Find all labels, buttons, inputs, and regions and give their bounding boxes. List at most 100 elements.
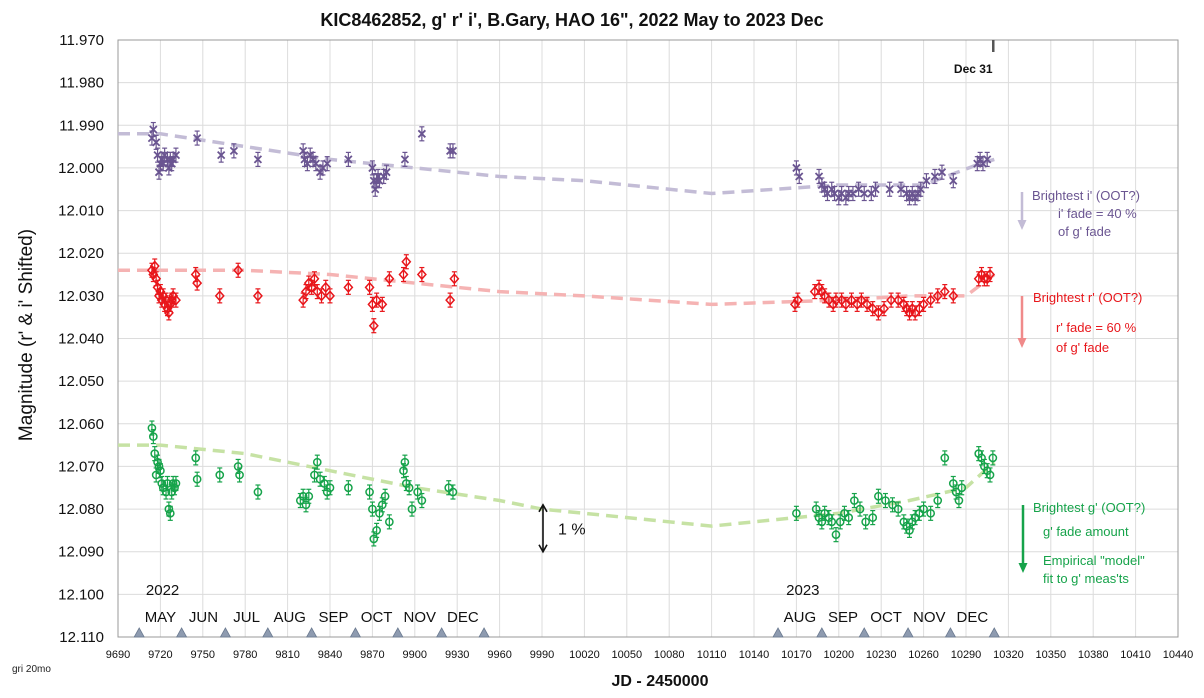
y-tick-label: 12.000 — [58, 160, 104, 177]
marker-x — [323, 159, 332, 168]
marker-x — [930, 172, 940, 181]
marker-diamond — [233, 264, 244, 276]
marker-circle — [253, 487, 263, 497]
marker-diamond — [149, 260, 160, 272]
data-point-r — [371, 292, 382, 308]
marker-x — [344, 155, 353, 164]
marker-circle — [365, 487, 374, 497]
marker-circle — [881, 496, 890, 505]
chart-title: KIC8462852, g' r' i', B.Gary, HAO 16", 2… — [320, 10, 823, 30]
marker-circle — [835, 517, 845, 527]
marker-circle — [988, 453, 998, 463]
marker-circle — [156, 466, 165, 476]
data-point-g — [368, 501, 377, 517]
marker-circle — [154, 462, 164, 471]
marker-x — [937, 168, 947, 177]
marker-x — [400, 155, 410, 164]
data-point-r — [449, 271, 460, 287]
data-point-g — [253, 484, 263, 500]
y-tick-label: 12.070 — [58, 458, 104, 475]
marker-circle — [831, 530, 841, 540]
marker-x — [382, 168, 391, 177]
i-fade-arrow-head — [1017, 220, 1027, 230]
data-point-g — [304, 488, 314, 504]
month-marker-triangle — [175, 627, 188, 638]
data-point-r — [192, 275, 203, 291]
month-marker-triangle — [392, 627, 404, 638]
data-point-i — [983, 151, 992, 167]
marker-circle — [150, 449, 160, 458]
month-label: OCT — [361, 609, 393, 626]
data-point-r — [925, 292, 936, 308]
marker-circle — [893, 504, 903, 514]
marker-diamond — [398, 268, 409, 281]
data-point-r — [893, 292, 904, 308]
marker-circle — [951, 487, 961, 497]
data-point-g — [940, 450, 950, 466]
marker-diamond — [401, 256, 412, 268]
x-tick-label: 9990 — [530, 649, 554, 661]
x-tick-label: 9930 — [445, 649, 469, 661]
marker-circle — [235, 470, 244, 480]
month-marker-triangle — [816, 627, 828, 638]
data-point-i — [913, 185, 923, 202]
marker-circle — [170, 483, 179, 493]
marker-diamond — [449, 273, 460, 285]
marker-circle — [147, 423, 157, 433]
data-point-g — [369, 531, 379, 547]
y-tick-label: 11.990 — [59, 117, 104, 134]
marker-x — [217, 150, 226, 160]
x-tick-label: 9720 — [148, 649, 172, 661]
x-tick-label: 10320 — [993, 649, 1024, 661]
marker-diamond — [985, 268, 996, 281]
marker-diamond — [893, 294, 904, 306]
data-point-g — [811, 501, 821, 517]
data-point-g — [874, 488, 883, 504]
marker-x — [885, 185, 894, 194]
marker-diamond — [445, 294, 456, 306]
marker-x — [154, 168, 164, 177]
marker-diamond — [320, 281, 331, 293]
marker-diamond — [856, 294, 867, 306]
month-label: OCT — [870, 609, 902, 626]
y-tick-labels: 11.970 11.980 11.990 12.000 12.010 12.020 12.0… — [58, 32, 104, 646]
data-point-r — [932, 288, 943, 304]
x-tick-label: 9840 — [318, 649, 342, 661]
marker-x — [193, 133, 202, 143]
marker-circle — [369, 534, 379, 544]
data-point-g — [948, 475, 958, 492]
year-label-2022: 2022 — [146, 582, 179, 599]
marker-x — [854, 185, 863, 194]
data-point-r — [985, 266, 996, 283]
data-point-i — [795, 168, 804, 185]
x-tick-label: 10200 — [824, 649, 855, 661]
data-point-r — [384, 271, 395, 287]
x-tick-label: 10380 — [1078, 649, 1109, 661]
marker-circle — [400, 457, 410, 467]
marker-diamond — [192, 277, 203, 289]
trend-lines — [118, 132, 996, 528]
month-marker-triangle — [305, 627, 318, 638]
data-point-g — [372, 522, 381, 538]
year-labels: 2022 2023 — [146, 582, 820, 599]
data-point-g — [881, 492, 890, 509]
marker-circle — [985, 470, 995, 480]
marker-x — [922, 176, 931, 185]
marker-circle — [312, 457, 322, 467]
data-point-i — [949, 173, 958, 189]
marker-diamond — [214, 290, 225, 302]
data-point-i — [217, 147, 226, 163]
marker-diamond — [879, 303, 890, 315]
data-point-i — [382, 164, 391, 180]
data-point-r — [170, 292, 181, 308]
marker-x — [299, 146, 308, 156]
month-marker-triangle — [858, 627, 870, 638]
marker-circle — [153, 457, 162, 467]
marker-diamond — [932, 290, 943, 302]
marker-circle — [192, 474, 202, 484]
marker-x — [171, 150, 181, 160]
year-label-2023: 2023 — [786, 582, 819, 599]
marker-circle — [827, 517, 837, 527]
marker-circle — [157, 479, 167, 488]
x-tick-label: 10260 — [908, 649, 939, 661]
